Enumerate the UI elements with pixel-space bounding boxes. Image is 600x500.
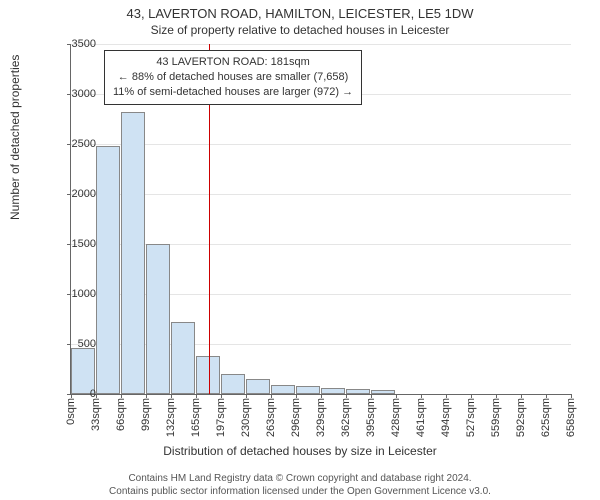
x-tick-label: 592sqm (515, 398, 527, 437)
x-tick-label: 527sqm (465, 398, 477, 437)
x-tick-label: 33sqm (90, 398, 102, 431)
footer-line-2: Contains public sector information licen… (0, 486, 600, 499)
x-tick-label: 559sqm (490, 398, 502, 437)
x-tick-label: 461sqm (415, 398, 427, 437)
info-box: 43 LAVERTON ROAD: 181sqm← 88% of detache… (104, 50, 362, 105)
x-tick-label: 395sqm (365, 398, 377, 437)
y-tick-label: 3500 (56, 38, 96, 50)
footer-attribution: Contains HM Land Registry data © Crown c… (0, 473, 600, 498)
histogram-bar (171, 322, 195, 394)
info-box-line: 43 LAVERTON ROAD: 181sqm (113, 55, 353, 70)
info-box-line: ← 88% of detached houses are smaller (7,… (113, 70, 353, 85)
chart-container: { "title": "43, LAVERTON ROAD, HAMILTON,… (0, 0, 600, 500)
y-tick-label: 2500 (56, 138, 96, 150)
x-tick-label: 0sqm (65, 398, 77, 425)
gridline (71, 44, 571, 45)
y-tick-label: 3000 (56, 88, 96, 100)
histogram-bar (246, 379, 270, 394)
x-tick-label: 230sqm (240, 398, 252, 437)
x-tick-label: 296sqm (290, 398, 302, 437)
chart-title: 43, LAVERTON ROAD, HAMILTON, LEICESTER, … (0, 0, 600, 21)
x-tick-label: 165sqm (190, 398, 202, 437)
y-tick-label: 1000 (56, 288, 96, 300)
x-tick-label: 197sqm (215, 398, 227, 437)
histogram-bar (296, 386, 320, 394)
x-tick-label: 329sqm (315, 398, 327, 437)
x-tick-label: 494sqm (440, 398, 452, 437)
histogram-bar (271, 385, 295, 394)
x-tick-label: 66sqm (115, 398, 127, 431)
chart-subtitle: Size of property relative to detached ho… (0, 21, 600, 37)
x-tick-label: 625sqm (540, 398, 552, 437)
info-box-line: 11% of semi-detached houses are larger (… (113, 85, 353, 100)
y-tick-label: 2000 (56, 188, 96, 200)
x-tick-label: 263sqm (265, 398, 277, 437)
histogram-bar (371, 390, 395, 394)
x-tick-label: 99sqm (140, 398, 152, 431)
y-tick-label: 0 (56, 388, 96, 400)
histogram-bar (96, 146, 120, 394)
x-tick-label: 132sqm (165, 398, 177, 437)
footer-line-1: Contains HM Land Registry data © Crown c… (0, 473, 600, 486)
histogram-bar (121, 112, 145, 394)
gridline (71, 194, 571, 195)
gridline (71, 144, 571, 145)
x-axis-label: Distribution of detached houses by size … (0, 444, 600, 458)
y-tick-label: 1500 (56, 238, 96, 250)
histogram-bar (146, 244, 170, 394)
x-tick-label: 658sqm (565, 398, 577, 437)
y-tick-label: 500 (56, 338, 96, 350)
histogram-bar (221, 374, 245, 394)
histogram-bar (346, 389, 370, 394)
histogram-bar (321, 388, 345, 394)
x-tick-label: 362sqm (340, 398, 352, 437)
x-tick-label: 428sqm (390, 398, 402, 437)
y-axis-label: Number of detached properties (8, 55, 22, 220)
